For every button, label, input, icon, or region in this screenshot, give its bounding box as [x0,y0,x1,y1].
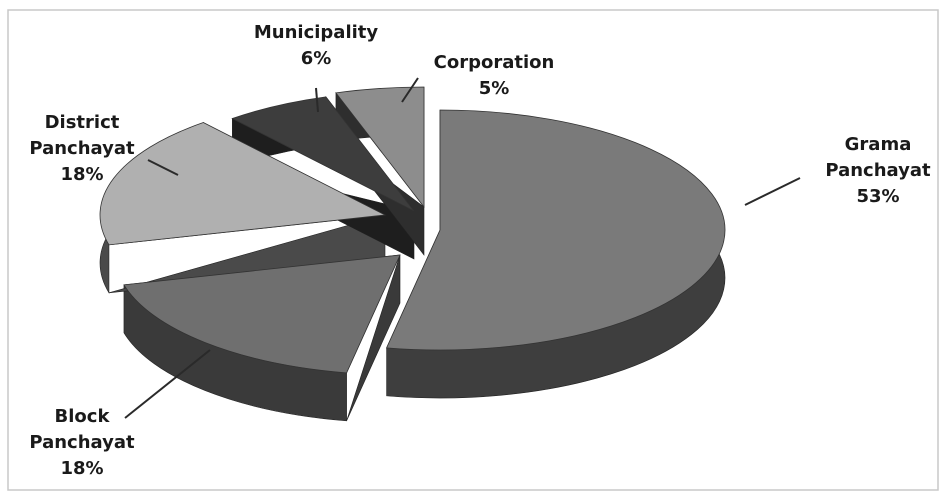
slice-name: Municipality [254,22,379,43]
pie-slice [385,109,726,351]
leader-line [401,77,419,103]
leader-line [124,349,211,419]
slice-label: Grama Panchayat 53% [825,134,931,207]
slice-name: Panchayat [825,160,931,181]
slice-name: Corporation [434,52,555,73]
slice-percent: 5% [479,78,510,99]
slice-name: Panchayat [29,432,135,453]
slice-label: District Panchayat 18% [29,112,135,185]
slice-name: Block [55,406,111,427]
leader-line [744,177,801,206]
slice-label: Municipality 6% [254,22,379,69]
slice-name: District [45,112,120,133]
slice-labels: Grama Panchayat 53%Block Panchayat 18%Distri… [29,22,931,479]
pie-slice [123,254,401,374]
slice-label: Block Panchayat 18% [29,406,135,479]
leader-line [315,87,319,113]
pie-slice [99,122,387,246]
slice-percent: 53% [856,186,899,207]
slice-name: Grama [845,134,912,155]
pie-slice [335,86,425,209]
slice-percent: 6% [301,48,332,69]
pie-slice [231,96,415,212]
slice-tops [99,86,726,374]
slice-label: Corporation 5% [434,52,555,99]
slice-percent: 18% [60,458,103,479]
slice-name: Panchayat [29,138,135,159]
slice-percent: 18% [60,164,103,185]
leader-line [147,159,179,176]
